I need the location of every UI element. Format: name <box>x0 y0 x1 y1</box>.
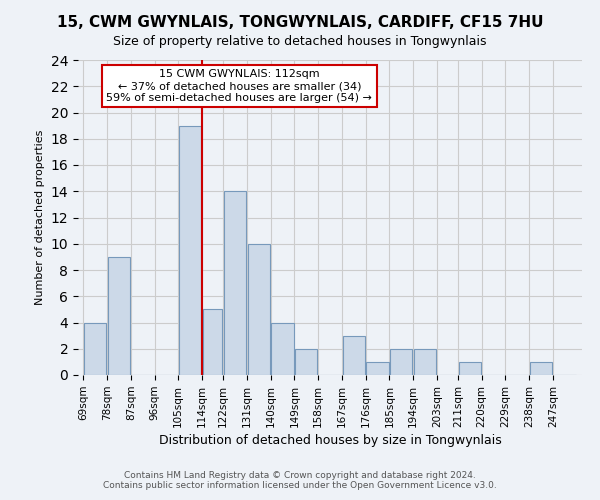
Bar <box>107 257 130 375</box>
Bar <box>295 349 317 375</box>
Bar <box>366 362 389 375</box>
X-axis label: Distribution of detached houses by size in Tongwynlais: Distribution of detached houses by size … <box>158 434 502 447</box>
Y-axis label: Number of detached properties: Number of detached properties <box>35 130 45 305</box>
Bar <box>414 349 436 375</box>
Text: 15 CWM GWYNLAIS: 112sqm
← 37% of detached houses are smaller (34)
59% of semi-de: 15 CWM GWYNLAIS: 112sqm ← 37% of detache… <box>106 70 372 102</box>
Bar <box>203 310 223 375</box>
Bar <box>84 322 106 375</box>
Bar <box>343 336 365 375</box>
Text: Contains HM Land Registry data © Crown copyright and database right 2024.
Contai: Contains HM Land Registry data © Crown c… <box>103 470 497 490</box>
Bar <box>248 244 270 375</box>
Bar <box>271 322 294 375</box>
Bar <box>390 349 412 375</box>
Bar <box>530 362 553 375</box>
Text: Size of property relative to detached houses in Tongwynlais: Size of property relative to detached ho… <box>113 35 487 48</box>
Text: 15, CWM GWYNLAIS, TONGWYNLAIS, CARDIFF, CF15 7HU: 15, CWM GWYNLAIS, TONGWYNLAIS, CARDIFF, … <box>57 15 543 30</box>
Bar <box>458 362 481 375</box>
Bar <box>224 191 246 375</box>
Bar <box>179 126 202 375</box>
